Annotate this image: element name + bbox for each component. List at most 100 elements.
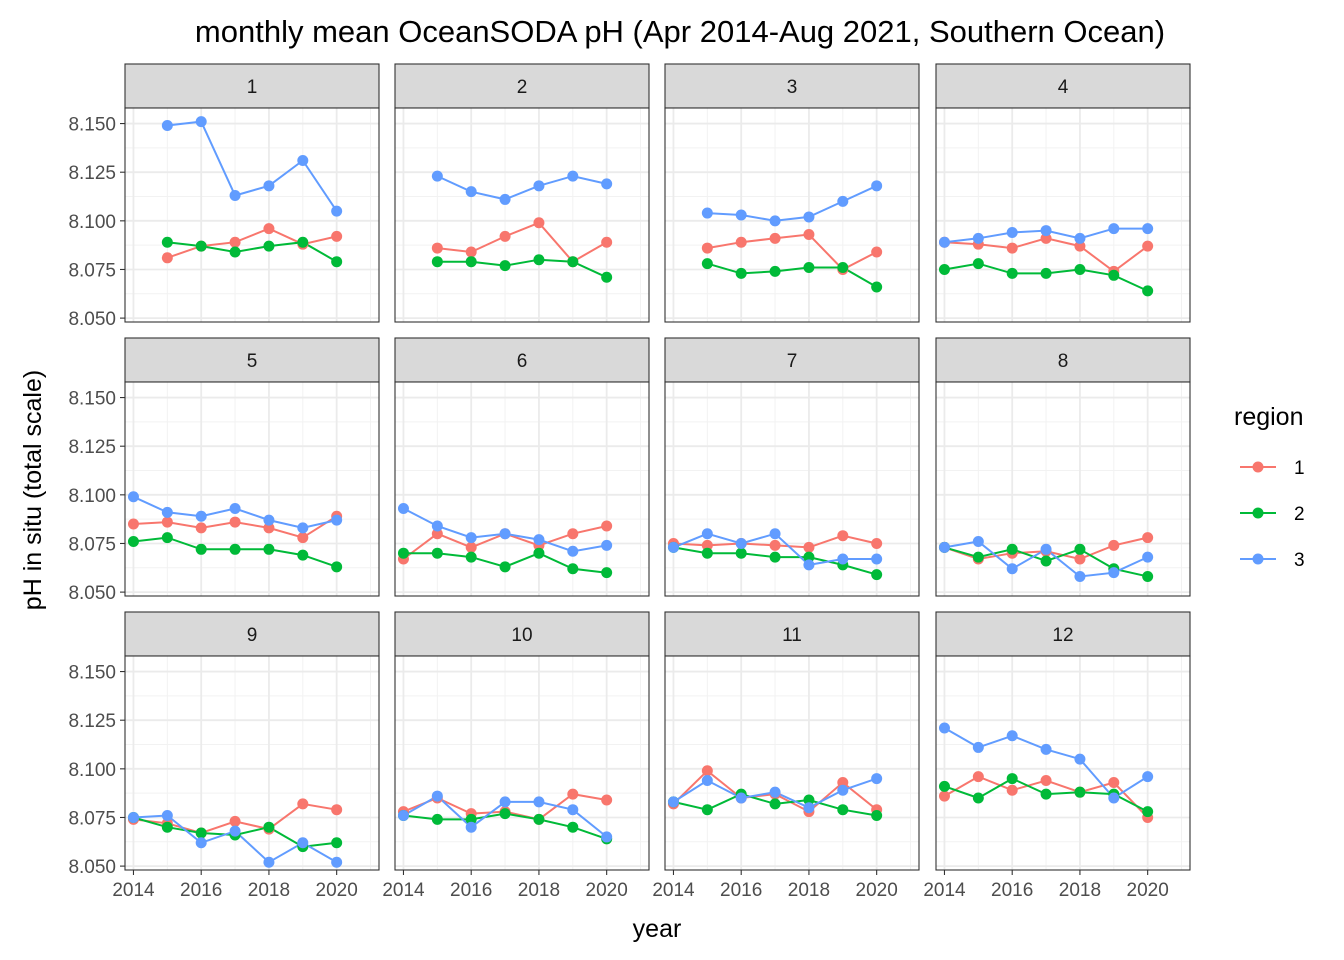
data-point-region-3: [1108, 567, 1120, 579]
x-tick-label: 2018: [788, 880, 830, 901]
data-point-region-2: [465, 256, 477, 268]
data-point-region-3: [972, 741, 984, 753]
data-point-region-2: [1040, 267, 1052, 279]
data-point-region-2: [803, 551, 815, 563]
data-point-region-2: [701, 258, 713, 270]
facet-plot-area: [665, 656, 919, 870]
data-point-region-2: [263, 240, 275, 252]
data-point-region-3: [229, 190, 241, 202]
data-point-region-3: [701, 775, 713, 787]
data-point-region-1: [1006, 784, 1018, 796]
facet-strip: [935, 611, 1191, 657]
y-tick-label: 8.125: [68, 711, 116, 732]
facet-border: [664, 381, 920, 597]
facet-panel-12: 12 2014 2016 2018 2020: [923, 611, 1191, 901]
data-point-region-3: [263, 180, 275, 192]
facet-plot-area: [665, 382, 919, 596]
facet-strip-label: 5: [247, 351, 258, 372]
x-tick-label: 2016: [450, 880, 492, 901]
data-point-region-1: [431, 242, 443, 254]
legend-key-point: [1252, 461, 1264, 473]
data-point-region-2: [161, 236, 173, 248]
data-point-region-2: [499, 808, 511, 820]
data-point-region-1: [567, 788, 579, 800]
y-tick-label: 8.050: [68, 583, 116, 604]
facet-border: [124, 107, 380, 323]
data-point-region-1: [601, 520, 613, 532]
data-point-region-3: [601, 831, 613, 843]
data-point-region-2: [1006, 773, 1018, 785]
legend-item-region-3: 3: [1240, 550, 1305, 571]
data-point-region-1: [871, 246, 883, 258]
y-tick-label: 8.100: [68, 760, 116, 781]
data-point-region-2: [1006, 267, 1018, 279]
legend-title: region: [1234, 403, 1304, 431]
data-point-region-1: [499, 230, 511, 242]
facet-strip-label: 8: [1058, 351, 1069, 372]
data-point-region-3: [297, 155, 309, 167]
data-point-region-3: [331, 856, 343, 868]
data-point-region-2: [938, 263, 950, 275]
data-point-region-2: [601, 271, 613, 283]
data-point-region-1: [1074, 240, 1086, 252]
data-point-region-2: [735, 547, 747, 559]
data-point-region-2: [769, 798, 781, 810]
data-point-region-2: [229, 246, 241, 258]
data-point-region-2: [567, 821, 579, 833]
facet-strip-label: 2: [517, 77, 528, 98]
data-point-region-3: [803, 802, 815, 814]
data-point-region-1: [331, 230, 343, 242]
data-point-region-3: [195, 116, 207, 128]
data-point-region-1: [161, 516, 173, 528]
data-point-region-1: [465, 246, 477, 258]
facet-panel-10: 10 2014 2016 2018 2020: [382, 611, 650, 901]
facet-border: [124, 655, 380, 871]
data-point-region-2: [701, 547, 713, 559]
facet-plot-area: [125, 108, 379, 322]
data-point-region-2: [1074, 263, 1086, 275]
data-point-region-2: [1006, 543, 1018, 555]
x-tick-label: 2018: [1059, 880, 1101, 901]
data-point-region-2: [465, 813, 477, 825]
series-line-region-1: [707, 233, 878, 271]
data-point-region-1: [871, 537, 883, 549]
y-tick-label: 8.150: [68, 663, 116, 684]
data-point-region-2: [331, 256, 343, 268]
data-point-region-2: [1040, 555, 1052, 567]
data-point-region-3: [567, 545, 579, 557]
data-point-region-3: [263, 856, 275, 868]
data-point-region-3: [1142, 551, 1154, 563]
data-point-region-3: [769, 215, 781, 227]
data-point-region-3: [837, 195, 849, 207]
y-tick-label: 8.125: [68, 437, 116, 458]
data-point-region-3: [229, 825, 241, 837]
facet-strip-label: 4: [1058, 77, 1069, 98]
data-point-region-1: [229, 516, 241, 528]
y-tick-label: 8.100: [68, 486, 116, 507]
data-point-region-3: [701, 528, 713, 540]
data-point-region-3: [161, 120, 173, 132]
data-point-region-3: [1074, 571, 1086, 583]
data-point-region-3: [465, 821, 477, 833]
data-point-region-1: [195, 522, 207, 534]
facet-panels: 1 8.050 8.075 8.100 8.125 8.150 2 3 4 5 8.050 8.075…: [68, 63, 1191, 901]
facet-border: [394, 655, 650, 871]
data-point-region-2: [431, 256, 443, 268]
y-axis-title: pH in situ (total scale): [19, 370, 47, 610]
series-line-region-3: [707, 184, 878, 222]
data-point-region-2: [567, 563, 579, 575]
data-point-region-1: [263, 223, 275, 235]
data-point-region-2: [331, 837, 343, 849]
data-point-region-3: [465, 186, 477, 198]
data-point-region-3: [499, 528, 511, 540]
data-point-region-3: [263, 514, 275, 526]
data-point-region-2: [871, 281, 883, 293]
data-point-region-1: [1074, 553, 1086, 565]
data-point-region-3: [837, 784, 849, 796]
data-point-region-2: [1142, 806, 1154, 818]
facet-strip: [664, 63, 920, 109]
x-tick-label: 2020: [316, 880, 358, 901]
data-point-region-3: [1074, 753, 1086, 765]
data-point-region-2: [938, 780, 950, 792]
data-point-region-2: [1108, 269, 1120, 281]
